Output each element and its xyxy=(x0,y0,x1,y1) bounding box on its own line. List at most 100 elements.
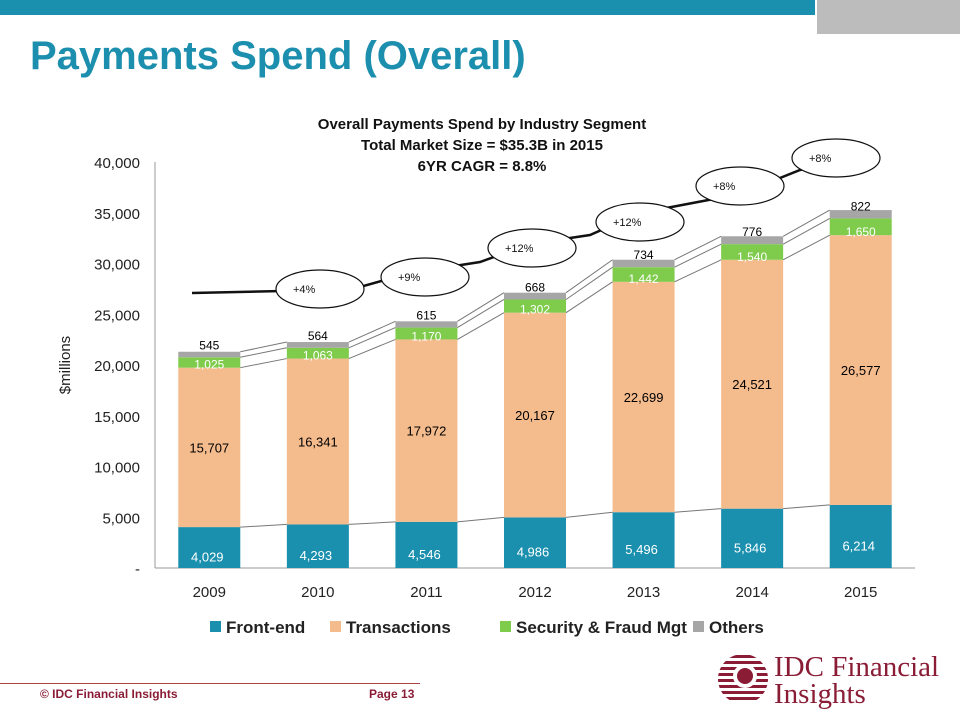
bar-front-end xyxy=(721,508,784,568)
data-label: 1,302 xyxy=(520,303,550,317)
series-connector-line xyxy=(457,299,505,328)
x-tick-label: 2013 xyxy=(627,584,660,601)
bar-front-end xyxy=(504,517,566,568)
series-connector-line xyxy=(783,504,830,510)
series-connector-line xyxy=(240,523,287,528)
data-label: 24,521 xyxy=(732,377,772,392)
bar-others xyxy=(612,259,675,268)
growth-callout-ellipse xyxy=(595,202,685,242)
bar-others xyxy=(504,292,566,300)
data-label: 615 xyxy=(416,309,436,323)
y-tick-label: - xyxy=(135,561,140,578)
series-connector-line xyxy=(674,259,722,283)
top-right-box xyxy=(817,0,960,34)
growth-callout-label: +12% xyxy=(613,217,642,229)
data-label: 776 xyxy=(742,225,762,239)
series-connector-line xyxy=(348,327,396,349)
legend-swatch xyxy=(330,621,341,632)
series-connector-line xyxy=(782,234,830,261)
y-tick-label: 25,000 xyxy=(94,307,140,324)
bar-transactions xyxy=(395,339,458,522)
data-label: 17,972 xyxy=(407,424,447,439)
series-connector-line xyxy=(674,508,722,513)
legend-label: Front-end xyxy=(226,618,305,637)
chart-title-line: Overall Payments Spend by Industry Segme… xyxy=(318,116,646,133)
y-tick-label: 15,000 xyxy=(94,409,140,426)
bar-transactions xyxy=(829,235,892,505)
series-connector-line xyxy=(782,209,830,237)
data-label: 1,170 xyxy=(411,329,441,343)
data-label: 4,546 xyxy=(408,547,441,562)
y-tick-label: 40,000 xyxy=(94,155,140,172)
x-tick-label: 2009 xyxy=(193,584,226,601)
data-label: 22,699 xyxy=(624,390,664,405)
data-label: 822 xyxy=(851,199,871,213)
bar-transactions xyxy=(612,281,675,513)
growth-callout-label: +8% xyxy=(809,153,832,165)
footer-page-number: Page 13 xyxy=(369,687,415,701)
series-connector-line xyxy=(348,320,396,343)
chart-title-line: Total Market Size = $35.3B in 2015 xyxy=(361,137,603,154)
footer-copyright: © IDC Financial Insights xyxy=(40,687,178,701)
y-tick-label: 20,000 xyxy=(94,358,140,375)
bar-security-fraud-mgt xyxy=(178,357,241,368)
data-label: 15,707 xyxy=(189,440,229,455)
bar-front-end xyxy=(612,512,675,568)
data-label: 1,063 xyxy=(303,349,333,363)
footer-divider xyxy=(0,683,420,684)
legend-swatch xyxy=(693,621,704,632)
growth-callout-ellipse xyxy=(275,269,365,309)
x-tick-label: 2012 xyxy=(518,584,551,601)
series-connector-line xyxy=(674,235,722,261)
data-label: 1,650 xyxy=(846,225,876,239)
series-connector-line xyxy=(240,358,287,369)
bar-others xyxy=(395,321,458,328)
data-label: 20,167 xyxy=(515,408,555,423)
series-connector-line xyxy=(240,347,287,358)
bar-security-fraud-mgt xyxy=(395,327,458,340)
logo-line-2: Insights xyxy=(774,678,866,710)
series-connector-line xyxy=(565,281,613,314)
y-tick-label: 5,000 xyxy=(102,510,140,527)
y-tick-label: 10,000 xyxy=(94,460,140,477)
bar-transactions xyxy=(504,312,566,518)
y-axis-label: $millions xyxy=(57,336,74,394)
bar-others xyxy=(286,342,349,348)
data-label: 26,577 xyxy=(841,363,881,378)
data-label: 6,214 xyxy=(842,538,875,553)
bar-others xyxy=(721,236,784,245)
growth-callout-label: +12% xyxy=(505,243,534,255)
data-label: 734 xyxy=(634,248,654,262)
data-label: 564 xyxy=(308,329,328,343)
slide-title: Payments Spend (Overall) xyxy=(30,34,526,78)
bar-front-end xyxy=(395,521,458,568)
series-connector-line xyxy=(674,243,722,268)
bar-security-fraud-mgt xyxy=(612,267,675,282)
legend-label: Others xyxy=(709,618,764,637)
series-connector-line xyxy=(348,521,396,525)
legend-label: Security & Fraud Mgt xyxy=(516,618,687,637)
data-label: 5,846 xyxy=(734,540,767,555)
top-accent-bar xyxy=(0,0,815,15)
series-connector-line xyxy=(240,341,287,353)
bar-security-fraud-mgt xyxy=(286,347,349,359)
growth-callout-ellipse xyxy=(380,257,470,297)
data-label: 5,496 xyxy=(625,542,658,557)
y-tick-label: 30,000 xyxy=(94,257,140,274)
data-label: 1,025 xyxy=(194,358,224,372)
idc-globe-icon xyxy=(718,654,768,704)
bar-front-end xyxy=(286,524,349,568)
logo-line-1: IDC Financial xyxy=(774,651,940,683)
bar-security-fraud-mgt xyxy=(504,299,566,313)
legend-swatch xyxy=(210,621,221,632)
bar-front-end xyxy=(829,504,892,568)
series-connector-line xyxy=(457,516,505,523)
growth-callout-ellipse xyxy=(487,228,577,268)
legend-swatch xyxy=(500,621,511,632)
data-label: 4,986 xyxy=(517,545,550,560)
series-connector-line xyxy=(565,511,613,518)
data-label: 545 xyxy=(199,338,219,352)
growth-callout-label: +8% xyxy=(713,181,736,193)
series-connector-line xyxy=(457,292,505,322)
